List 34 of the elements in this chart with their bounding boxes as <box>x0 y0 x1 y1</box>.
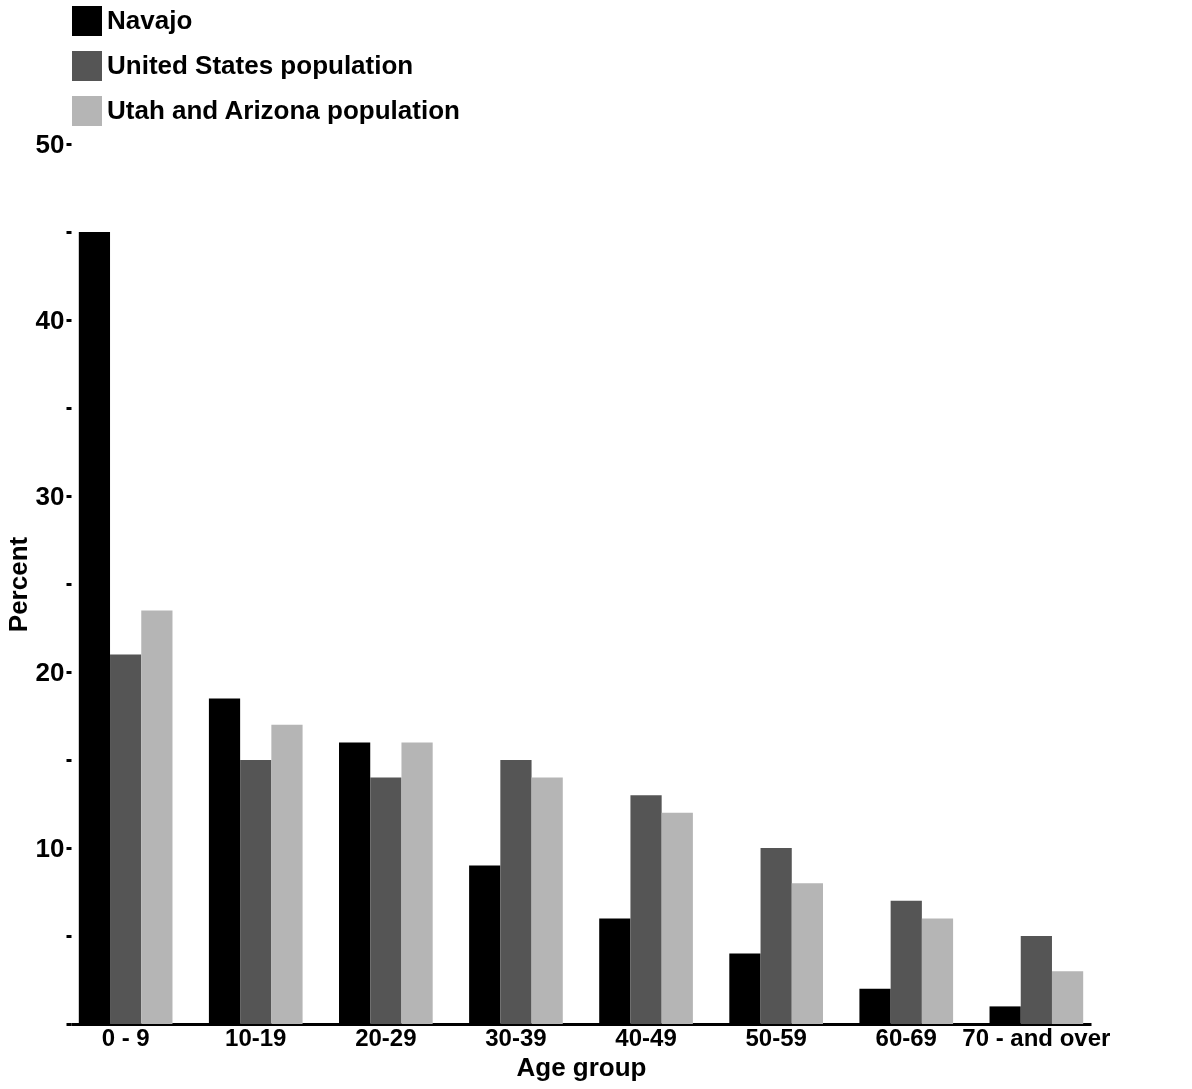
bar <box>921 918 954 1024</box>
y-tick-label: 40 <box>35 304 65 335</box>
bar <box>110 654 142 1024</box>
x-tick-label: 0 - 9 <box>101 1023 150 1051</box>
x-tick-label: 50-59 <box>745 1023 807 1051</box>
bar <box>1020 936 1052 1024</box>
x-axis-title: Age group <box>516 1051 647 1082</box>
y-tick-label: 10 <box>35 832 65 863</box>
bar <box>1051 971 1084 1024</box>
x-tick-label: 10-19 <box>225 1023 287 1051</box>
x-tick-label: 70 - and over <box>962 1023 1111 1051</box>
y-tick-label: 20 <box>35 656 65 687</box>
bar <box>401 742 433 1024</box>
y-axis-title: Percent <box>2 536 33 633</box>
legend-label: Utah and Arizona population <box>107 95 460 125</box>
x-tick-label: 60-69 <box>875 1023 937 1051</box>
bar <box>141 610 173 1024</box>
y-tick-label: 30 <box>35 480 65 511</box>
legend-label: Navajo <box>107 5 193 35</box>
x-tick-label: 40-49 <box>615 1023 677 1051</box>
bar <box>760 848 792 1024</box>
bar <box>531 777 563 1024</box>
x-tick-label: 30-39 <box>485 1023 547 1051</box>
x-tick-label: 20-29 <box>355 1023 417 1051</box>
bar <box>791 883 823 1024</box>
bar <box>630 795 662 1024</box>
bar <box>271 724 303 1024</box>
bar <box>240 760 272 1024</box>
bar <box>890 900 922 1024</box>
legend-label: United States population <box>107 50 414 80</box>
bar <box>661 812 693 1024</box>
bar <box>370 777 402 1024</box>
bar <box>500 760 532 1024</box>
y-tick-label: 50 <box>35 128 65 159</box>
